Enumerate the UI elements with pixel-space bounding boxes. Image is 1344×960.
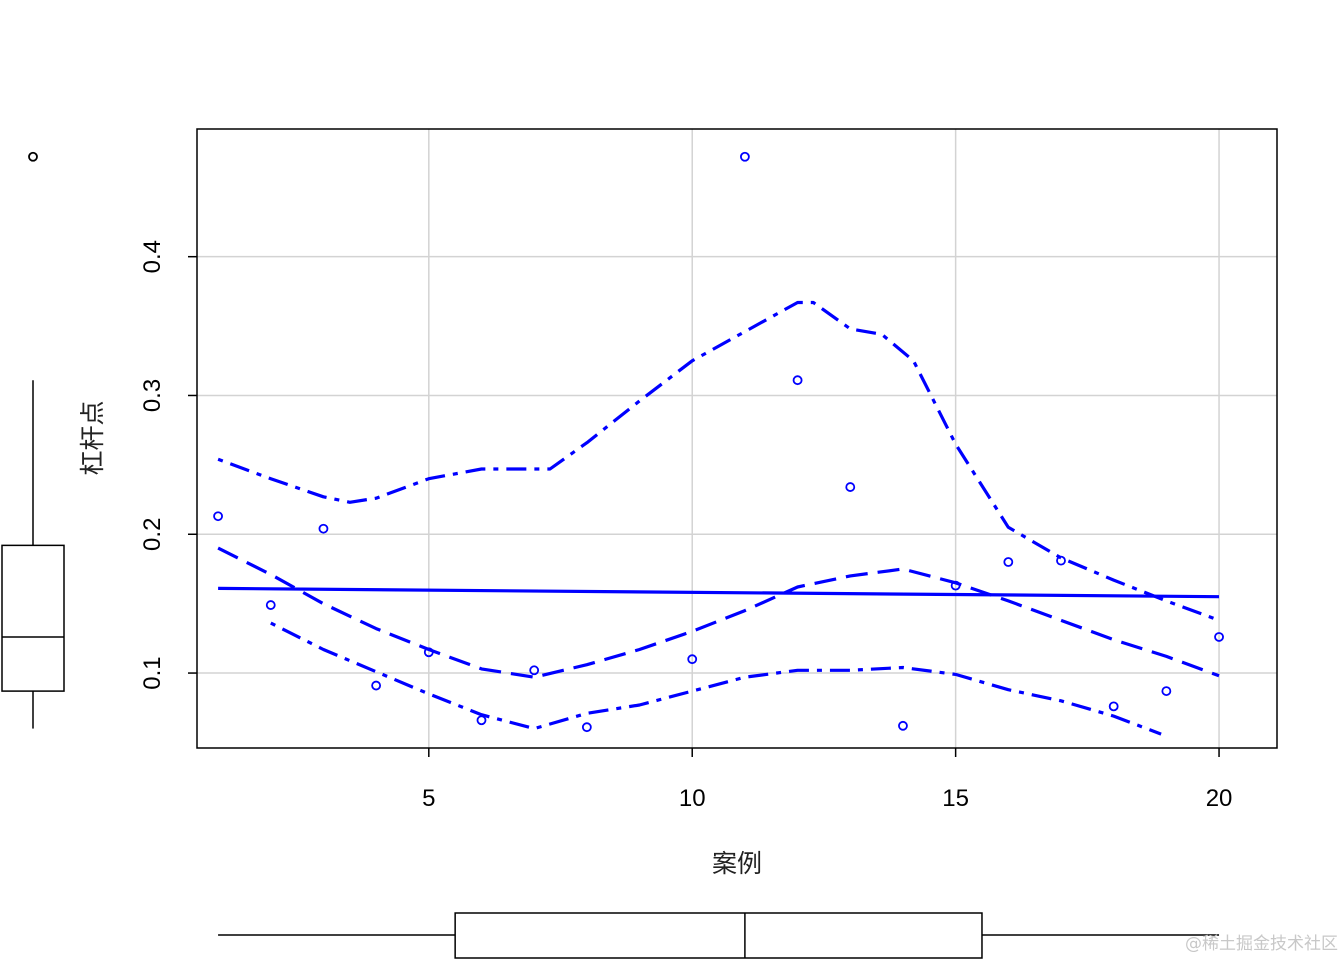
data-point <box>845 482 856 492</box>
x-tick-label: 15 <box>942 785 969 812</box>
data-point <box>423 647 434 658</box>
y-box-body <box>1 544 65 692</box>
plot-frame <box>196 128 1278 749</box>
y-tick-label: 0.3 <box>139 379 166 412</box>
data-point <box>318 523 329 534</box>
data-point <box>1214 632 1224 642</box>
data-point <box>1056 555 1066 566</box>
data-point <box>1108 701 1119 712</box>
fit-line-solid-0 <box>218 586 1220 599</box>
data-point <box>687 654 698 665</box>
data-point <box>792 375 803 386</box>
y-axis: 0.1 0.2 0.3 0.4 <box>139 240 197 690</box>
data-point <box>898 720 908 731</box>
fit-line-dashdot-3 <box>270 621 1162 736</box>
grid-lines <box>197 129 1277 748</box>
y-tick-label: 0.2 <box>139 518 166 551</box>
y-marginal-boxplot <box>1 151 65 729</box>
y-tick-label: 0.1 <box>139 656 166 689</box>
x-tick-label: 5 <box>422 785 435 812</box>
x-axis-title: 案例 <box>712 849 762 878</box>
data-point <box>1003 557 1014 567</box>
y-box-outlier <box>28 151 38 162</box>
data-point <box>529 665 540 676</box>
data-point <box>265 600 276 610</box>
y-tick-label: 0.4 <box>139 240 166 273</box>
data-point <box>476 715 487 726</box>
x-box-body <box>454 912 983 959</box>
x-axis: 5 10 15 20 <box>422 748 1232 812</box>
data-point <box>371 680 382 691</box>
y-axis-title: 杠杆点 <box>78 400 107 475</box>
data-point <box>213 511 223 522</box>
fit-line-dashdot-2 <box>217 300 1220 622</box>
fit-lines <box>217 300 1220 736</box>
watermark-text: @稀土掘金技术社区 <box>1185 934 1338 954</box>
data-point <box>1161 686 1172 696</box>
x-marginal-boxplot <box>218 912 1220 959</box>
data-point <box>950 580 961 591</box>
data-point <box>740 151 750 162</box>
data-points <box>213 151 1224 733</box>
data-point <box>581 722 592 733</box>
x-tick-label: 20 <box>1206 785 1233 812</box>
x-tick-label: 10 <box>679 785 706 812</box>
